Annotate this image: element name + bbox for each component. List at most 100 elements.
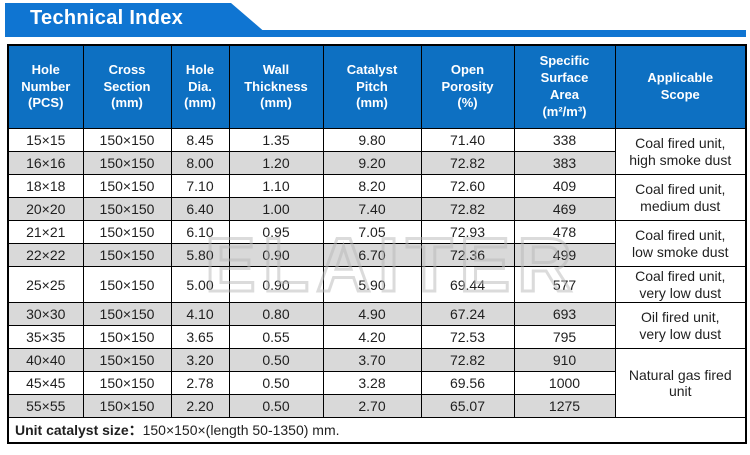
cell-catalyst-pitch: 4.90 — [322, 302, 422, 326]
cell-surface-area: 478 — [513, 220, 616, 244]
cell-wall-thickness: 0.55 — [228, 325, 324, 349]
cell-wall-thickness: 1.00 — [228, 197, 324, 221]
cell-cross-section: 150×150 — [82, 348, 172, 372]
cell-open-porosity: 72.82 — [420, 348, 515, 372]
cell-hole-dia: 8.45 — [170, 128, 230, 152]
cell-hole-number: 18×18 — [7, 174, 84, 198]
banner: Technical Index — [5, 3, 267, 34]
cell-open-porosity: 65.07 — [420, 394, 515, 418]
table-row: 21×21 150×150 6.10 0.95 7.05 72.93 478 C… — [7, 220, 747, 267]
cell-cross-section: 150×150 — [82, 174, 172, 198]
cell-open-porosity: 71.40 — [420, 128, 515, 152]
cell-hole-dia: 2.78 — [170, 371, 230, 395]
cell-surface-area: 795 — [513, 325, 616, 349]
footer-note: Unit catalyst size：150×150×(length 50-13… — [7, 417, 747, 444]
col-header-cross-section: Cross Section (mm) — [82, 44, 172, 129]
table-row: 16×16 150×150 8.00 1.20 9.20 72.82 383 — [7, 151, 746, 175]
cell-wall-thickness: 0.50 — [228, 348, 324, 372]
cell-hole-number: 22×22 — [7, 243, 84, 267]
footer-label: Unit catalyst size： — [15, 422, 143, 438]
cell-surface-area: 409 — [513, 174, 616, 198]
table-row: 15×15 150×150 8.45 1.35 9.80 71.40 338 C… — [7, 128, 747, 175]
col-header-catalyst-pitch: Catalyst Pitch (mm) — [322, 44, 422, 129]
cell-wall-thickness: 0.80 — [228, 302, 324, 326]
cell-hole-number: 16×16 — [7, 151, 84, 175]
cell-wall-thickness: 0.95 — [228, 220, 324, 244]
cell-open-porosity: 72.36 — [420, 243, 515, 267]
cell-open-porosity: 72.82 — [420, 197, 515, 221]
cell-hole-dia: 6.40 — [170, 197, 230, 221]
cell-hole-number: 30×30 — [7, 302, 84, 326]
cell-catalyst-pitch: 5.90 — [322, 266, 422, 303]
cell-hole-dia: 5.00 — [170, 266, 230, 303]
cell-catalyst-pitch: 8.20 — [322, 174, 422, 198]
cell-catalyst-pitch: 9.80 — [322, 128, 422, 152]
cell-hole-number: 15×15 — [7, 128, 84, 152]
cell-open-porosity: 72.53 — [420, 325, 515, 349]
cell-hole-dia: 7.10 — [170, 174, 230, 198]
scope-cell: Coal fired unit, high smoke dust — [614, 128, 747, 175]
footer-value: 150×150×(length 50-1350) mm. — [142, 422, 340, 438]
banner-strip — [5, 30, 746, 37]
cell-cross-section: 150×150 — [82, 394, 172, 418]
cell-cross-section: 150×150 — [82, 325, 172, 349]
cell-cross-section: 150×150 — [82, 266, 172, 303]
cell-hole-number: 40×40 — [7, 348, 84, 372]
cell-wall-thickness: 1.35 — [228, 128, 324, 152]
banner-title: Technical Index — [30, 7, 184, 29]
cell-open-porosity: 72.82 — [420, 151, 515, 175]
cell-wall-thickness: 0.90 — [228, 243, 324, 267]
cell-surface-area: 338 — [513, 128, 616, 152]
cell-surface-area: 1275 — [513, 394, 616, 418]
cell-hole-dia: 5.80 — [170, 243, 230, 267]
table-row: 18×18 150×150 7.10 1.10 8.20 72.60 409 C… — [7, 174, 747, 221]
table-row: 25×25 150×150 5.00 0.90 5.90 69.44 577 C… — [7, 266, 747, 303]
cell-wall-thickness: 1.20 — [228, 151, 324, 175]
cell-surface-area: 499 — [513, 243, 616, 267]
col-header-hole-dia: Hole Dia. (mm) — [170, 44, 230, 129]
scope-cell: Coal fired unit, low smoke dust — [614, 220, 747, 267]
cell-catalyst-pitch: 7.05 — [322, 220, 422, 244]
cell-cross-section: 150×150 — [82, 220, 172, 244]
cell-open-porosity: 72.60 — [420, 174, 515, 198]
table-row: 22×22 150×150 5.80 0.90 6.70 72.36 499 — [7, 243, 746, 267]
cell-hole-dia: 2.20 — [170, 394, 230, 418]
col-header-open-porosity: Open Porosity (%) — [420, 44, 515, 129]
cell-cross-section: 150×150 — [82, 197, 172, 221]
cell-cross-section: 150×150 — [82, 302, 172, 326]
cell-hole-dia: 4.10 — [170, 302, 230, 326]
table-header-row: Hole Number (PCS) Cross Section (mm) Hol… — [7, 44, 747, 129]
cell-wall-thickness: 0.50 — [228, 394, 324, 418]
cell-surface-area: 469 — [513, 197, 616, 221]
cell-hole-dia: 8.00 — [170, 151, 230, 175]
cell-wall-thickness: 0.50 — [228, 371, 324, 395]
cell-cross-section: 150×150 — [82, 371, 172, 395]
cell-surface-area: 383 — [513, 151, 616, 175]
cell-open-porosity: 69.44 — [420, 266, 515, 303]
cell-hole-dia: 6.10 — [170, 220, 230, 244]
scope-cell: Natural gas fired unit — [614, 348, 747, 418]
cell-hole-number: 21×21 — [7, 220, 84, 244]
col-header-wall-thickness: Wall Thickness (mm) — [228, 44, 324, 129]
col-header-hole-number: Hole Number (PCS) — [7, 44, 84, 129]
cell-hole-number: 25×25 — [7, 266, 84, 303]
cell-catalyst-pitch: 3.28 — [322, 371, 422, 395]
cell-cross-section: 150×150 — [82, 151, 172, 175]
scope-cell: Oil fired unit, very low dust — [614, 302, 747, 349]
cell-cross-section: 150×150 — [82, 243, 172, 267]
cell-catalyst-pitch: 4.20 — [322, 325, 422, 349]
table-row: 55×55 150×150 2.20 0.50 2.70 65.07 1275 — [7, 394, 746, 418]
cell-hole-number: 45×45 — [7, 371, 84, 395]
cell-open-porosity: 72.93 — [420, 220, 515, 244]
cell-surface-area: 577 — [513, 266, 616, 303]
cell-hole-number: 20×20 — [7, 197, 84, 221]
cell-hole-dia: 3.20 — [170, 348, 230, 372]
table-row: 20×20 150×150 6.40 1.00 7.40 72.82 469 — [7, 197, 746, 221]
cell-catalyst-pitch: 6.70 — [322, 243, 422, 267]
cell-hole-dia: 3.65 — [170, 325, 230, 349]
table-row: 30×30 150×150 4.10 0.80 4.90 67.24 693 O… — [7, 302, 747, 349]
cell-open-porosity: 67.24 — [420, 302, 515, 326]
cell-hole-number: 35×35 — [7, 325, 84, 349]
cell-catalyst-pitch: 9.20 — [322, 151, 422, 175]
